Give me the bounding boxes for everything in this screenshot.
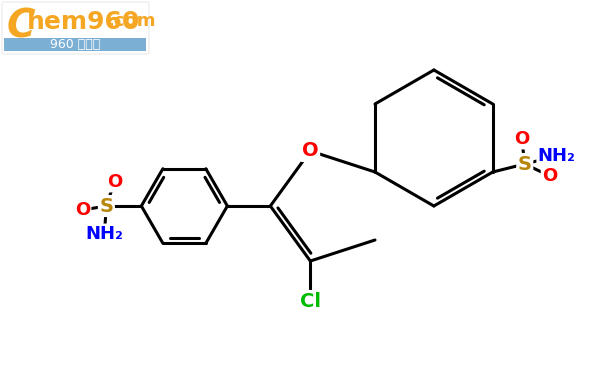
Text: Cl: Cl	[300, 291, 321, 310]
Text: C: C	[7, 8, 36, 46]
Text: O: O	[514, 130, 529, 148]
Text: O: O	[542, 167, 557, 185]
Text: .com: .com	[107, 12, 155, 30]
Text: NH₂: NH₂	[538, 147, 576, 165]
Text: O: O	[302, 141, 319, 160]
FancyBboxPatch shape	[2, 2, 149, 54]
Text: O: O	[75, 201, 90, 219]
Text: S: S	[99, 196, 113, 216]
Text: NH₂: NH₂	[85, 225, 123, 243]
Text: S: S	[518, 154, 532, 174]
Text: O: O	[106, 173, 122, 191]
Text: hem960: hem960	[27, 10, 140, 34]
Text: 960 化工网: 960 化工网	[50, 39, 100, 51]
FancyBboxPatch shape	[4, 38, 146, 51]
